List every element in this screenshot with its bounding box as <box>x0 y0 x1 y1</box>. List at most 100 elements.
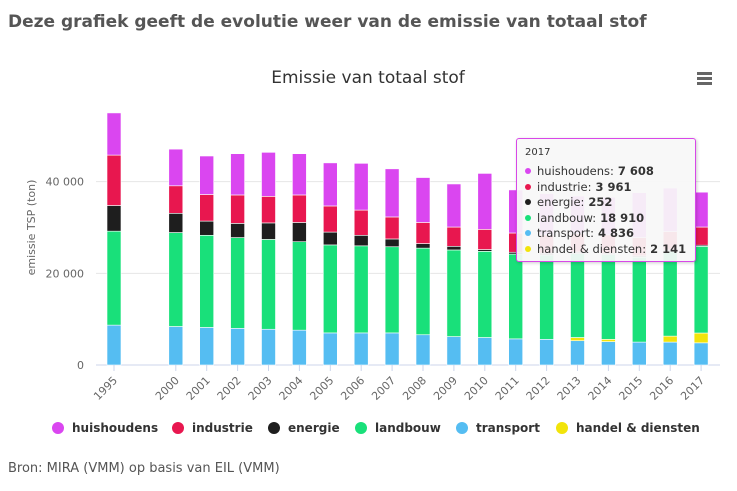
bar-segment-landbouw-2003[interactable] <box>261 239 276 330</box>
x-tick-label: 2005 <box>307 374 336 403</box>
bar-segment-industrie-1995[interactable] <box>106 154 122 206</box>
bar-segment-huishoudens-2004[interactable] <box>292 153 307 196</box>
bar-segment-transport-2013[interactable] <box>570 340 585 366</box>
bar-segment-transport-2005[interactable] <box>322 332 338 366</box>
bar-segment-industrie-2009[interactable] <box>446 226 462 247</box>
bar-segment-energie-2008[interactable] <box>415 243 431 249</box>
bar-segment-handel-diensten-2014[interactable] <box>601 339 616 342</box>
legend-swatch <box>556 422 568 434</box>
bar-segment-industrie-2010[interactable] <box>477 229 493 250</box>
tooltip-label: transport: <box>537 226 595 240</box>
bar-segment-transport-2016[interactable] <box>662 341 678 366</box>
bar-segment-landbouw-2013[interactable] <box>570 253 585 338</box>
bar-segment-huishoudens-2006[interactable] <box>353 163 369 211</box>
bar-segment-huishoudens-2009[interactable] <box>446 183 462 228</box>
bar-segment-landbouw-2008[interactable] <box>415 247 431 336</box>
x-tick-label: 2002 <box>215 374 244 403</box>
legend-item-energie[interactable]: energie <box>268 418 340 438</box>
bar-segment-landbouw-2015[interactable] <box>631 256 647 343</box>
bar-segment-landbouw-2007[interactable] <box>384 246 400 334</box>
bar-segment-transport-2002[interactable] <box>230 328 245 366</box>
bar-segment-transport-2010[interactable] <box>477 337 493 366</box>
legend-item-transport[interactable]: transport <box>456 418 540 438</box>
bar-segment-huishoudens-2003[interactable] <box>261 152 276 197</box>
bar-segment-industrie-2000[interactable] <box>168 185 184 214</box>
bar-segment-transport-2008[interactable] <box>415 334 431 366</box>
bar-segment-landbouw-2009[interactable] <box>446 249 462 337</box>
tooltip-dot <box>525 214 531 221</box>
bar-segment-energie-2002[interactable] <box>230 223 245 238</box>
bar-segment-landbouw-2004[interactable] <box>292 241 307 331</box>
bar-segment-industrie-2006[interactable] <box>353 209 369 236</box>
tooltip-value: 4 836 <box>598 226 635 240</box>
bar-segment-transport-2009[interactable] <box>446 336 462 366</box>
tooltip-label: huishoudens: <box>537 164 614 178</box>
bar-segment-transport-2001[interactable] <box>199 327 214 366</box>
bar-segment-landbouw-2011[interactable] <box>508 253 524 340</box>
bar-segment-landbouw-2017[interactable] <box>693 246 709 334</box>
bar-segment-energie-2009[interactable] <box>446 245 462 251</box>
legend-item-landbouw[interactable]: landbouw <box>355 418 441 438</box>
bar-segment-huishoudens-2000[interactable] <box>168 148 184 187</box>
bar-segment-transport-2003[interactable] <box>261 328 276 366</box>
bar-segment-industrie-2004[interactable] <box>292 194 307 223</box>
bar-segment-energie-2005[interactable] <box>322 231 338 246</box>
bar-segment-huishoudens-2007[interactable] <box>384 168 400 218</box>
bar-segment-huishoudens-2010[interactable] <box>477 173 493 230</box>
bar-segment-transport-2017[interactable] <box>693 342 709 366</box>
bar-segment-energie-2004[interactable] <box>292 222 307 243</box>
bar-segment-energie-1995[interactable] <box>106 205 122 232</box>
bar-segment-transport-2004[interactable] <box>292 329 307 366</box>
bar-segment-landbouw-2002[interactable] <box>230 237 245 329</box>
tooltip-value: 2 141 <box>650 241 687 256</box>
bar-segment-industrie-2003[interactable] <box>261 196 276 224</box>
bar-segment-landbouw-2005[interactable] <box>322 244 338 334</box>
bar-segment-energie-2000[interactable] <box>168 212 184 233</box>
bar-segment-industrie-2001[interactable] <box>199 194 214 222</box>
legend-swatch <box>456 422 468 434</box>
bar-segment-landbouw-2010[interactable] <box>477 251 493 338</box>
bar-segment-landbouw-2001[interactable] <box>199 234 214 328</box>
legend-item-huishoudens[interactable]: huishoudens <box>52 418 158 438</box>
bar-segment-landbouw-2014[interactable] <box>601 254 616 340</box>
bar-segment-huishoudens-2001[interactable] <box>199 155 214 195</box>
legend-label: handel & diensten <box>576 421 700 435</box>
bar-segment-transport-2007[interactable] <box>384 332 400 366</box>
bar-segment-energie-2001[interactable] <box>199 220 214 236</box>
bar-segment-huishoudens-2005[interactable] <box>322 162 338 207</box>
bar-segment-industrie-2008[interactable] <box>415 222 431 244</box>
bar-segment-industrie-2005[interactable] <box>322 205 338 233</box>
bar-segment-transport-2015[interactable] <box>631 341 647 366</box>
legend-label: huishoudens <box>72 421 159 435</box>
bar-segment-energie-2006[interactable] <box>353 234 369 247</box>
legend-label: energie <box>288 421 340 435</box>
bar-segment-industrie-2002[interactable] <box>230 194 245 224</box>
bar-segment-landbouw-2006[interactable] <box>353 245 369 334</box>
bar-segment-transport-2006[interactable] <box>353 332 369 366</box>
bar-segment-huishoudens-2008[interactable] <box>415 177 431 223</box>
bar-segment-transport-2000[interactable] <box>168 326 184 366</box>
bar-segment-transport-1995[interactable] <box>106 324 122 366</box>
chart-title: Emissie van totaal stof <box>271 68 466 88</box>
bar-segment-landbouw-1995[interactable] <box>106 230 122 326</box>
bar-segment-transport-2011[interactable] <box>508 338 524 366</box>
bar-segment-energie-2007[interactable] <box>384 238 400 248</box>
bar-segment-huishoudens-1995[interactable] <box>106 112 122 156</box>
legend-item-industrie[interactable]: industrie <box>172 418 253 438</box>
bar-segment-landbouw-2016[interactable] <box>662 251 678 337</box>
x-tick-label: 2001 <box>184 374 213 403</box>
bar-segment-energie-2003[interactable] <box>261 222 276 240</box>
bar-segment-transport-2014[interactable] <box>601 341 616 366</box>
bar-segment-industrie-2017[interactable] <box>693 226 709 246</box>
bar-segment-huishoudens-2002[interactable] <box>230 153 245 196</box>
bar-segment-landbouw-2000[interactable] <box>168 232 184 327</box>
bar-segment-handel-diensten-2016[interactable] <box>662 335 678 343</box>
legend-item-handel-diensten[interactable]: handel & diensten <box>556 418 700 438</box>
chart-menu-button[interactable] <box>694 70 716 90</box>
bar-segment-transport-2012[interactable] <box>539 339 554 366</box>
bar-segment-handel-diensten-2013[interactable] <box>570 337 585 342</box>
bar-segment-landbouw-2012[interactable] <box>539 254 554 340</box>
bar-segment-huishoudens-2017[interactable] <box>693 191 709 228</box>
bar-segment-handel-diensten-2017[interactable] <box>693 332 709 344</box>
bar-segment-industrie-2007[interactable] <box>384 216 400 240</box>
